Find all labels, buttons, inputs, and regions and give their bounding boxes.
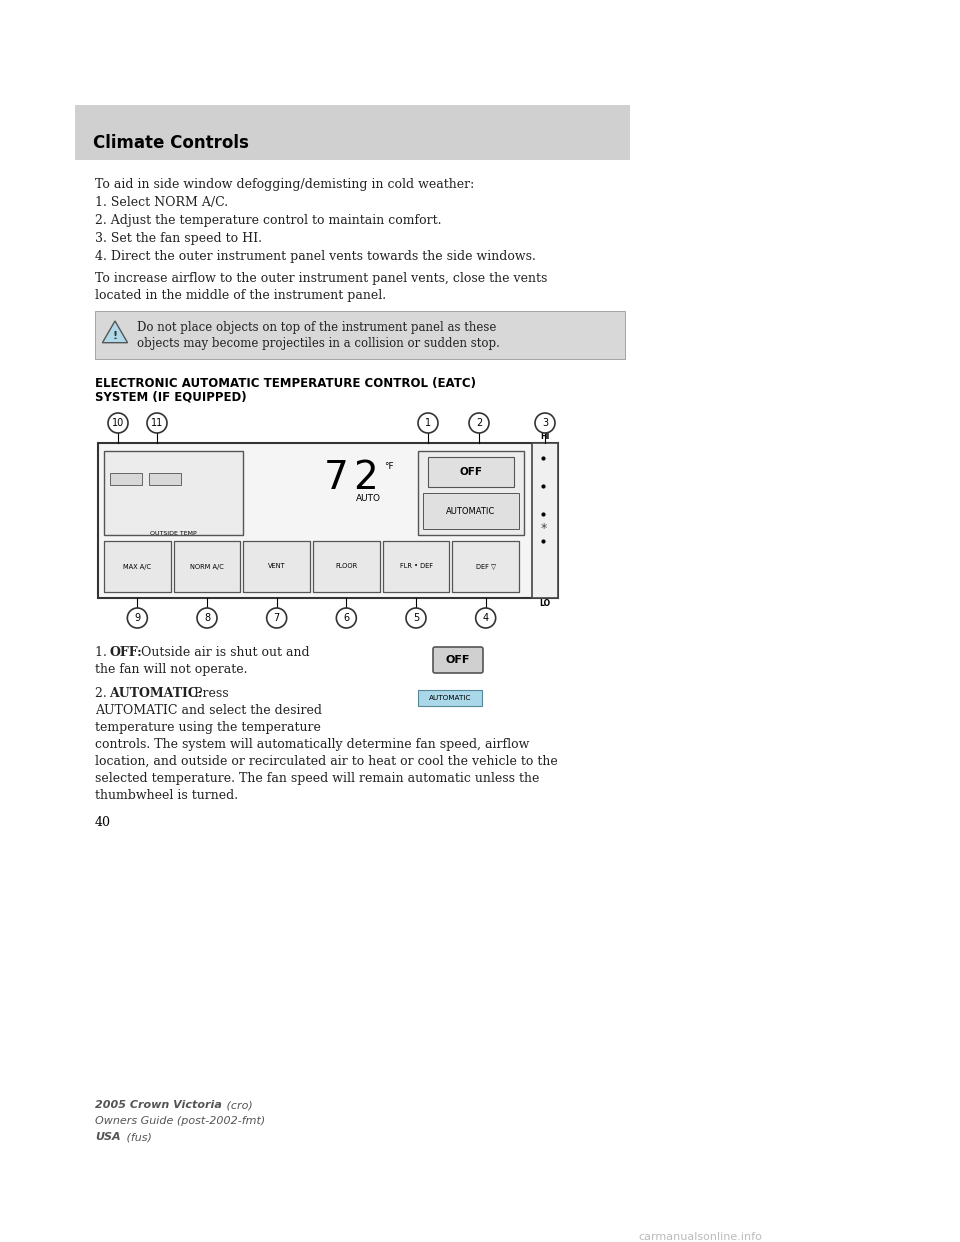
Text: AUTOMATIC: AUTOMATIC	[429, 696, 471, 700]
Text: Outside air is shut out and: Outside air is shut out and	[137, 646, 310, 660]
Text: 8: 8	[204, 614, 210, 623]
Bar	[452, 542, 519, 592]
Bar	[423, 493, 519, 529]
Text: 5: 5	[413, 614, 420, 623]
Text: 6: 6	[344, 614, 349, 623]
Text: location, and outside or recirculated air to heat or cool the vehicle to the: location, and outside or recirculated ai…	[95, 755, 558, 768]
Text: OUTSIDE TEMP: OUTSIDE TEMP	[150, 532, 197, 537]
Text: HI: HI	[540, 432, 550, 441]
Text: 4. Direct the outer instrument panel vents towards the side windows.: 4. Direct the outer instrument panel ven…	[95, 250, 536, 263]
Text: °F: °F	[384, 462, 394, 471]
Circle shape	[128, 609, 147, 628]
Text: Climate Controls: Climate Controls	[93, 134, 249, 152]
Text: thumbwheel is turned.: thumbwheel is turned.	[95, 789, 238, 802]
Text: carmanualsonline.info: carmanualsonline.info	[638, 1232, 762, 1242]
Circle shape	[336, 609, 356, 628]
Bar	[418, 451, 524, 535]
Text: the fan will not operate.: the fan will not operate.	[95, 663, 248, 676]
Text: 3: 3	[542, 419, 548, 428]
Text: FLOOR: FLOOR	[335, 564, 357, 570]
Bar	[104, 451, 243, 535]
Text: ELECTRONIC AUTOMATIC TEMPERATURE CONTROL (EATC): ELECTRONIC AUTOMATIC TEMPERATURE CONTROL…	[95, 378, 476, 390]
FancyBboxPatch shape	[433, 647, 483, 673]
Text: 1. Select NORM A/C.: 1. Select NORM A/C.	[95, 196, 228, 209]
Circle shape	[469, 414, 489, 433]
Text: !: !	[112, 332, 117, 342]
Text: AUTO: AUTO	[355, 494, 380, 503]
Circle shape	[147, 414, 167, 433]
Bar	[243, 542, 310, 592]
Text: 3. Set the fan speed to HI.: 3. Set the fan speed to HI.	[95, 232, 262, 245]
Text: 9: 9	[134, 614, 140, 623]
Text: 2005 Crown Victoria: 2005 Crown Victoria	[95, 1100, 222, 1110]
Bar	[110, 473, 142, 484]
Text: USA: USA	[95, 1131, 121, 1141]
Text: VENT: VENT	[268, 564, 285, 570]
Text: temperature using the temperature: temperature using the temperature	[95, 722, 321, 734]
Bar	[532, 443, 558, 597]
Text: To increase airflow to the outer instrument panel vents, close the vents: To increase airflow to the outer instrum…	[95, 272, 547, 284]
Bar	[418, 691, 482, 705]
Text: 2.: 2.	[95, 687, 110, 700]
Text: Do not place objects on top of the instrument panel as these: Do not place objects on top of the instr…	[137, 320, 496, 334]
Circle shape	[267, 609, 287, 628]
Text: 7: 7	[324, 460, 348, 497]
Text: AUTOMATIC: AUTOMATIC	[446, 507, 495, 515]
Text: 4: 4	[483, 614, 489, 623]
Text: *: *	[540, 522, 547, 535]
Circle shape	[108, 414, 128, 433]
Circle shape	[535, 414, 555, 433]
Text: objects may become projectiles in a collision or sudden stop.: objects may become projectiles in a coll…	[137, 337, 500, 350]
Text: Owners Guide (post-2002-fmt): Owners Guide (post-2002-fmt)	[95, 1117, 265, 1126]
Text: FLR • DEF: FLR • DEF	[399, 564, 433, 570]
Text: OFF: OFF	[460, 467, 483, 477]
Text: Press: Press	[190, 687, 228, 700]
Text: (cro): (cro)	[223, 1100, 252, 1110]
Text: selected temperature. The fan speed will remain automatic unless the: selected temperature. The fan speed will…	[95, 773, 540, 785]
Text: 2: 2	[476, 419, 482, 428]
Polygon shape	[103, 320, 128, 343]
Text: To aid in side window defogging/demisting in cold weather:: To aid in side window defogging/demistin…	[95, 178, 474, 191]
Bar	[75, 106, 630, 160]
Text: (fus): (fus)	[123, 1131, 152, 1141]
Text: located in the middle of the instrument panel.: located in the middle of the instrument …	[95, 289, 386, 302]
Bar	[383, 542, 449, 592]
Bar	[98, 443, 558, 597]
Text: 1: 1	[425, 419, 431, 428]
Text: NORM A/C: NORM A/C	[190, 564, 224, 570]
Text: AUTOMATIC:: AUTOMATIC:	[109, 687, 203, 700]
Bar	[104, 542, 171, 592]
Text: OFF: OFF	[445, 655, 470, 664]
Circle shape	[475, 609, 495, 628]
Circle shape	[197, 609, 217, 628]
Text: LO: LO	[540, 599, 551, 609]
Text: SYSTEM (IF EQUIPPED): SYSTEM (IF EQUIPPED)	[95, 391, 247, 404]
Text: controls. The system will automatically determine fan speed, airflow: controls. The system will automatically …	[95, 738, 529, 751]
Bar	[313, 542, 379, 592]
Text: MAX A/C: MAX A/C	[123, 564, 152, 570]
Bar	[428, 457, 514, 487]
Bar	[149, 473, 181, 484]
Text: AUTOMATIC and select the desired: AUTOMATIC and select the desired	[95, 704, 322, 717]
Bar	[95, 310, 625, 359]
Text: 40: 40	[95, 816, 111, 828]
Text: 11: 11	[151, 419, 163, 428]
Text: 2: 2	[353, 460, 378, 497]
Text: OFF:: OFF:	[109, 646, 142, 660]
Text: 10: 10	[112, 419, 124, 428]
Circle shape	[418, 414, 438, 433]
Bar	[174, 542, 240, 592]
Circle shape	[406, 609, 426, 628]
Text: 1.: 1.	[95, 646, 110, 660]
Text: 7: 7	[274, 614, 279, 623]
Text: 2. Adjust the temperature control to maintain comfort.: 2. Adjust the temperature control to mai…	[95, 214, 442, 227]
Text: DEF ▽: DEF ▽	[475, 564, 495, 570]
